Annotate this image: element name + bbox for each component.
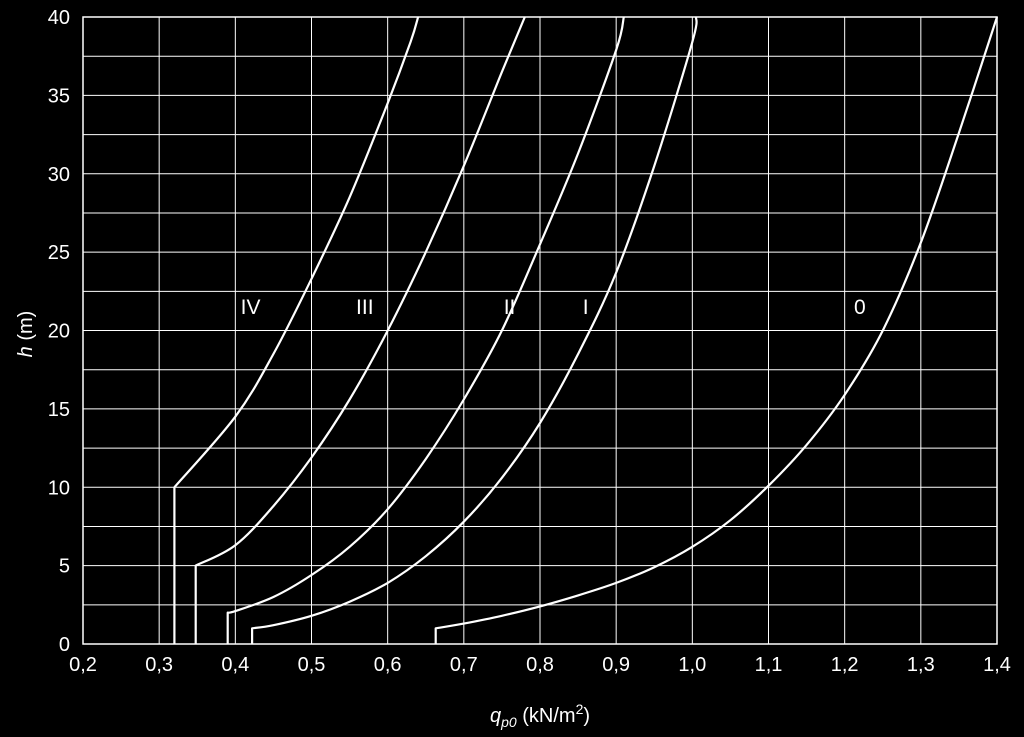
y-axis-unit: (m) (15, 311, 37, 341)
series-line-II (226, 16, 625, 644)
x-tick-label: 0,6 (374, 654, 402, 676)
x-axis-symbol: q (490, 705, 501, 727)
series-line-0 (434, 16, 999, 644)
curve-label-III: III (356, 296, 374, 319)
x-axis-title: qp0 (kN/m2) (490, 701, 590, 730)
y-tick-label: 40 (48, 7, 70, 29)
x-tick-label: 1,1 (755, 654, 783, 676)
y-tick-label: 15 (48, 399, 70, 421)
x-tick-label: 0,9 (602, 654, 630, 676)
x-axis-unit-end: ) (583, 705, 590, 727)
x-axis-unit-superscript: 2 (576, 701, 584, 717)
plot-frame (82, 16, 998, 645)
curve-label-I: I (583, 296, 589, 319)
y-tick-label: 10 (48, 477, 70, 499)
series-layer (173, 16, 999, 644)
curve-label-0: 0 (854, 296, 866, 319)
tick-labels: 0,2 0,3 0,4 0,5 0,6 0,7 0,8 0,9 1,0 1,1 1,2 1,3 1,4 0… (48, 7, 1011, 676)
y-tick-label: 0 (59, 634, 70, 656)
y-tick-label: 25 (48, 242, 70, 264)
y-tick-label: 30 (48, 164, 70, 186)
x-axis-subscript: p0 (500, 714, 517, 730)
x-tick-label: 1,2 (831, 654, 859, 676)
y-axis-symbol: h (15, 346, 37, 357)
x-tick-label: 0,8 (526, 654, 554, 676)
x-tick-label: 1,0 (678, 654, 706, 676)
x-axis-unit: (kN/m (522, 705, 575, 727)
curve-label-IV: IV (241, 296, 261, 319)
y-tick-label: 35 (48, 85, 70, 107)
x-tick-label: 1,3 (907, 654, 935, 676)
x-tick-label: 0,4 (221, 654, 249, 676)
x-tick-label: 0,3 (145, 654, 173, 676)
y-tick-label: 20 (48, 321, 70, 343)
y-tick-label: 5 (59, 556, 70, 578)
x-tick-label: 0,5 (298, 654, 326, 676)
series-line-IV (173, 16, 420, 644)
x-tick-label: 0,7 (450, 654, 478, 676)
x-tick-label: 0,2 (69, 654, 97, 676)
series-line-III (194, 16, 526, 644)
series-line-I (251, 16, 698, 644)
x-tick-label: 1,4 (983, 654, 1011, 676)
y-axis-title: h (m) (15, 311, 37, 358)
curve-label-II: II (504, 296, 516, 319)
